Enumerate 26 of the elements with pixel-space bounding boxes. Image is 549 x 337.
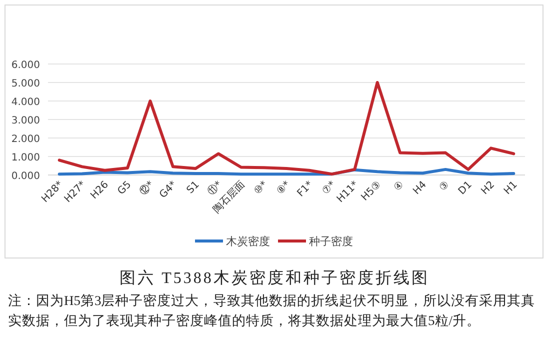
y-tick-label: 1.000 [11, 152, 40, 164]
legend-label: 木炭密度 [226, 235, 270, 248]
y-tick-label: 3.000 [11, 116, 40, 126]
legend-label: 种子密度 [309, 235, 353, 248]
x-tick-label: ⑧* [274, 179, 293, 197]
x-tick-label: S1 [184, 179, 202, 196]
x-tick-label: ③ [438, 179, 452, 194]
x-tick-label: H1 [502, 179, 520, 197]
text: 图六 T5388木炭密度和种子密度折线图 [118, 268, 430, 289]
x-tick-label: F1* [295, 179, 316, 200]
y-tick-label: 6.000 [11, 60, 40, 71]
x-tick-label: ⑫* [137, 178, 156, 198]
x-tick-label: D1 [456, 179, 474, 198]
text: 注：因为H5第3层种子密度过大，导致其他数据的折线起伏不明显，所以没有采用其真实数据，但为了表现其种子密度峰值的特质，将其数据处理为最大值5粒/升。 [8, 292, 536, 330]
x-tick-label: G5 [116, 179, 134, 198]
x-tick-label: H4 [411, 179, 429, 197]
y-tick-label: 2.000 [11, 134, 40, 145]
x-tick-label: G4* [158, 179, 180, 201]
x-tick-label: H2 [479, 179, 498, 197]
y-tick-label: 0.000 [11, 171, 40, 182]
y-tick-label: 4.000 [11, 97, 40, 108]
line-series [58, 81, 516, 176]
y-tick-label: 5.000 [11, 78, 40, 90]
x-tick-label: ⑩* [252, 179, 270, 197]
x-tick-label: ④ [392, 179, 406, 194]
x-tick-label: ⑦* [320, 179, 338, 197]
